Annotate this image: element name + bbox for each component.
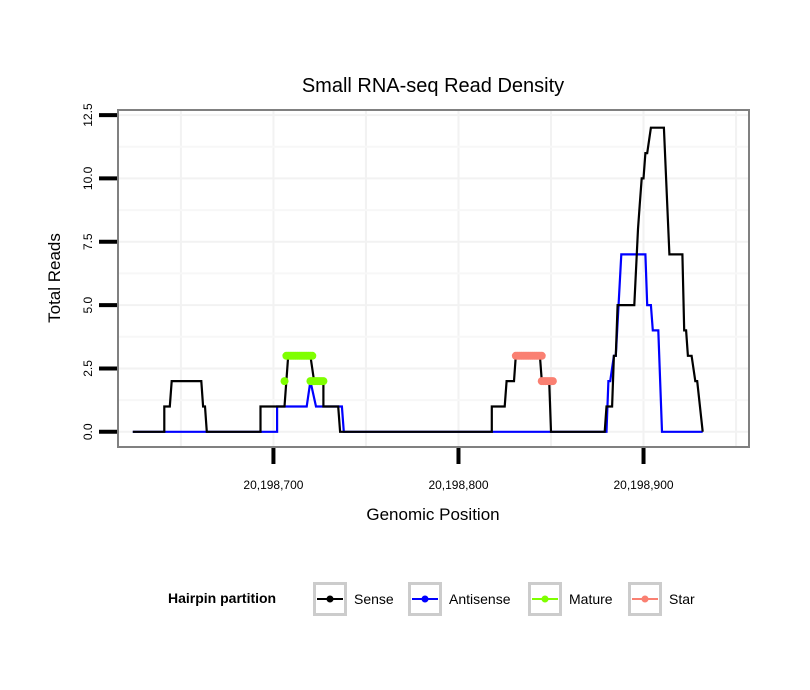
x-axis: 20,198,700 20,198,800 20,198,900 [243,448,674,492]
y-axis: 0.0 2.5 5.0 7.5 10.0 12.5 [81,103,117,440]
series-layer [132,126,704,433]
chart-title: Small RNA-seq Read Density [302,75,564,97]
legend-key-point [326,595,334,603]
data-point [548,377,557,386]
legend-label: Sense [354,591,394,607]
y-tick-label: 5.0 [81,296,95,313]
legend-item-antisense: Antisense [408,582,511,616]
series-points-star [537,377,557,386]
legend-item-star: Star [628,582,695,616]
series-points-mature [306,377,328,386]
panel-border [117,109,750,448]
y-tick-label: 7.5 [81,233,95,250]
legend-items: Sense Antisense Mature Star [313,582,695,616]
data-point [537,351,546,360]
plot-panel [117,109,750,448]
x-tick-label: 20,198,700 [243,478,303,492]
gridlines [118,110,749,447]
legend-title: Hairpin partition [168,590,276,606]
legend-label: Star [669,591,695,607]
y-tick-label: 12.5 [81,103,95,127]
legend-label: Antisense [449,591,511,607]
series-points-mature [280,377,289,386]
legend-label: Mature [569,591,613,607]
x-tick-label: 20,198,900 [613,478,673,492]
y-tick-label: 10.0 [81,166,95,190]
y-tick-label: 0.0 [81,423,95,440]
x-tick-label: 20,198,800 [428,478,488,492]
panel-background [118,110,749,447]
data-point [319,377,328,386]
legend-key-point [541,595,549,603]
legend-key-point [641,595,649,603]
series-points-star [511,351,546,360]
y-tick-label: 2.5 [81,360,95,377]
legend-item-sense: Sense [313,582,394,616]
series-line-antisense [132,253,703,433]
legend-item-mature: Mature [528,582,613,616]
data-point [308,351,317,360]
series-points-mature [282,351,317,360]
legend-key-point [421,595,429,603]
legend: Hairpin partition Sense Antisense Mature St… [168,582,695,616]
data-point [280,377,289,386]
x-axis-title: Genomic Position [366,505,499,524]
y-axis-title: Total Reads [45,233,64,323]
